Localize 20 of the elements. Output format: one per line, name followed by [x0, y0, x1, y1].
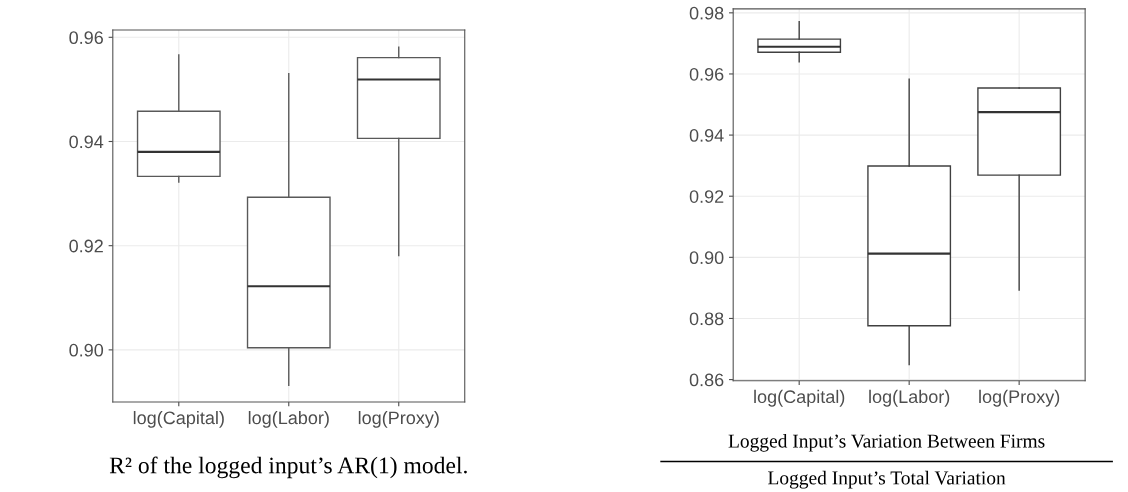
y-tick-label: 0.90	[689, 251, 724, 265]
x-tick-label: log(Capital)	[754, 389, 845, 407]
text: R² of the logged input’s AR(1) model.	[109, 456, 467, 479]
x-tick-label: log(Labor)	[248, 410, 329, 428]
text: Logged Input’s Total Variation	[768, 470, 1006, 489]
y-tick-label: 0.98	[689, 6, 724, 20]
y-tick-label: 0.92	[69, 239, 103, 253]
y-tick-label: 0.90	[69, 343, 104, 357]
y-tick-label: 0.94	[689, 129, 724, 142]
x-tick-label: log(Proxy)	[979, 389, 1060, 407]
y-tick-label: 0.94	[69, 135, 104, 149]
y-tick-label: 0.88	[689, 312, 724, 326]
y-tick-label: 0.92	[689, 190, 724, 203]
y-tick-label: 0.96	[69, 31, 103, 45]
x-tick-label: log(Labor)	[869, 389, 950, 407]
y-tick-label: 0.86	[689, 373, 724, 387]
y-tick-label: 0.96	[689, 67, 724, 81]
text: Logged Input’s Variation Between Firms	[728, 433, 1045, 452]
x-tick-label: log(Capital)	[133, 410, 224, 428]
x-tick-label: log(Proxy)	[358, 410, 439, 428]
